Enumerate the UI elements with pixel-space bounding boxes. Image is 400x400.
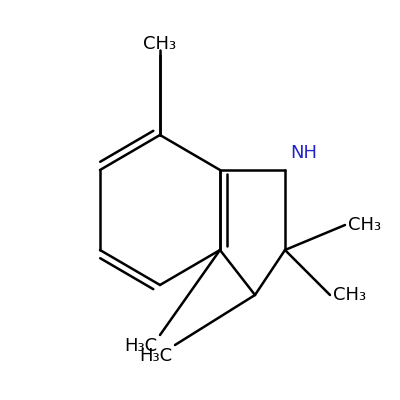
Text: H₃C: H₃C xyxy=(124,337,157,355)
Text: CH₃: CH₃ xyxy=(348,216,381,234)
Text: H₃C: H₃C xyxy=(139,347,172,365)
Text: NH: NH xyxy=(290,144,317,162)
Text: CH₃: CH₃ xyxy=(333,286,366,304)
Text: CH₃: CH₃ xyxy=(144,35,176,53)
